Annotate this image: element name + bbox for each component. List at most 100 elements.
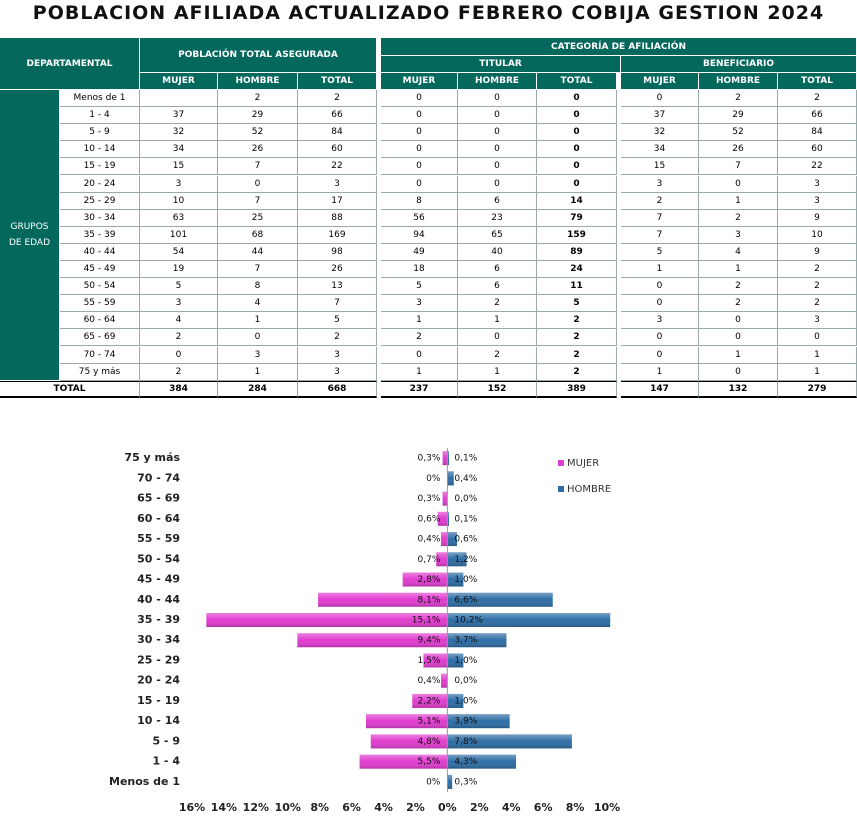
- table-cell: 7: [621, 226, 699, 244]
- x-tick-label: 2%: [406, 801, 425, 814]
- table-cell: 0: [699, 312, 778, 330]
- table-cell: 52: [218, 124, 298, 142]
- table-cell: 0: [621, 346, 699, 364]
- table-cell: 25: [218, 209, 298, 227]
- table-cell: 3: [298, 346, 377, 364]
- y-tick-label: 45 - 49: [137, 573, 180, 586]
- bar-shade: [436, 552, 448, 567]
- table-cell: 98: [298, 243, 377, 261]
- data-label: 0,3%: [418, 454, 441, 464]
- table-cell: 94: [381, 226, 458, 244]
- title: POBLACION AFILIADA ACTUALIZADO FEBRERO C…: [32, 2, 825, 24]
- table-cell: 0: [699, 175, 778, 193]
- row-label: 35 - 39: [60, 226, 140, 244]
- bar-shade: [447, 714, 510, 729]
- bar-shade: [359, 754, 448, 769]
- table-cell: 1: [458, 363, 537, 381]
- table-cell: 2: [218, 90, 298, 108]
- table-cell: 2: [381, 329, 458, 347]
- bar-shade: [297, 633, 448, 648]
- y-tick-label: 5 - 9: [152, 734, 180, 747]
- table-cell: 0: [537, 124, 617, 142]
- table-cell: 89: [537, 243, 617, 261]
- table-cell: 0: [218, 329, 298, 347]
- header: DEPARTAMENTAL: [0, 38, 140, 90]
- table-cell: 237: [381, 380, 458, 398]
- table-cell: 1: [699, 192, 778, 210]
- y-tick-label: Menos de 1: [109, 775, 180, 788]
- x-tick-label: 4%: [374, 801, 393, 814]
- table-cell: 88: [298, 209, 377, 227]
- data-label: 0,7%: [418, 555, 441, 565]
- table-cell: 19: [140, 261, 218, 279]
- table-cell: 0: [621, 278, 699, 296]
- data-label: 3,9%: [454, 717, 477, 727]
- table-cell: 0: [140, 346, 218, 364]
- row-label: 45 - 49: [60, 261, 140, 279]
- table-cell: 0: [699, 329, 778, 347]
- table-cell: 26: [218, 141, 298, 159]
- table-cell: 0: [537, 107, 617, 125]
- table-cell: 26: [699, 141, 778, 159]
- bar-shade: [370, 734, 448, 749]
- table-cell: 2: [699, 278, 778, 296]
- table-cell: 29: [218, 107, 298, 125]
- table-cell: 15: [621, 158, 699, 176]
- table-cell: 32: [621, 124, 699, 142]
- data-label: 6,6%: [454, 595, 477, 605]
- table-cell: 40: [458, 243, 537, 261]
- column-header: HOMBRE: [218, 73, 298, 90]
- y-tick-label: 10 - 14: [137, 714, 180, 727]
- table-cell: 56: [381, 209, 458, 227]
- data-label: 4,8%: [418, 737, 441, 747]
- table-cell: 5: [381, 278, 458, 296]
- bar-shade: [447, 734, 572, 749]
- data-label: 1,2%: [454, 555, 477, 565]
- table-cell: 2: [458, 346, 537, 364]
- table-cell: 7: [621, 209, 699, 227]
- data-label: 0,4%: [418, 535, 441, 545]
- data-label: 8,1%: [418, 595, 441, 605]
- column-header: TOTAL: [537, 73, 617, 90]
- table-cell: 49: [381, 243, 458, 261]
- table-cell: 2: [140, 363, 218, 381]
- x-tick-label: 8%: [310, 801, 329, 814]
- table-cell: 3: [140, 295, 218, 313]
- table-cell: 5: [298, 312, 377, 330]
- table-cell: 15: [140, 158, 218, 176]
- y-tick-label: 50 - 54: [137, 552, 180, 565]
- row-label: 75 y más: [60, 363, 140, 381]
- column-header: HOMBRE: [699, 73, 778, 90]
- table-cell: 60: [298, 141, 377, 159]
- table-cell: [140, 90, 218, 108]
- table-cell: 668: [298, 380, 377, 398]
- table-cell: 0: [458, 124, 537, 142]
- table-cell: 44: [218, 243, 298, 261]
- table-cell: 0: [537, 90, 617, 108]
- table-cell: 2: [458, 295, 537, 313]
- row-label: 60 - 64: [60, 312, 140, 330]
- table-cell: 29: [699, 107, 778, 125]
- table-cell: 0: [381, 158, 458, 176]
- x-tick-label: 10%: [594, 801, 620, 814]
- row-label: TOTAL: [0, 380, 140, 398]
- table-cell: 1: [218, 363, 298, 381]
- table-cell: 0: [621, 329, 699, 347]
- table-cell: 3: [621, 312, 699, 330]
- row-label: 10 - 14: [60, 141, 140, 159]
- y-tick-label: 20 - 24: [137, 674, 180, 687]
- bar-shade: [441, 673, 448, 688]
- data-label: 4,3%: [454, 757, 477, 767]
- bar-shade: [447, 451, 449, 466]
- y-tick-label: 1 - 4: [152, 755, 180, 768]
- x-tick-label: 10%: [275, 801, 301, 814]
- data-label: 1,0%: [454, 575, 477, 585]
- bar-shade: [447, 633, 507, 648]
- table-cell: 2: [537, 312, 617, 330]
- table-cell: 4: [218, 295, 298, 313]
- table-cell: 1: [699, 346, 778, 364]
- bar-shade: [447, 693, 464, 708]
- table-cell: 152: [458, 380, 537, 398]
- bar-shade: [318, 592, 448, 607]
- table-cell: 0: [458, 90, 537, 108]
